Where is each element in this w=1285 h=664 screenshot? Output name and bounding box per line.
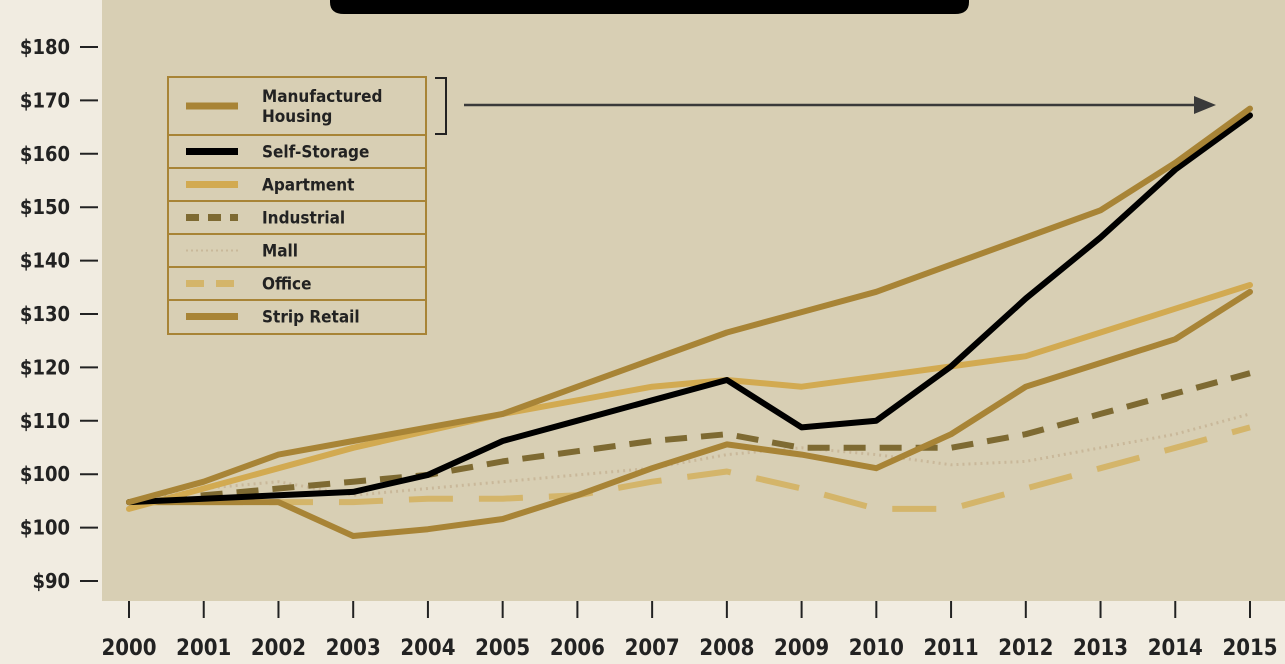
y-tick-label: $130 <box>20 302 70 326</box>
legend-bracket <box>435 77 447 135</box>
arrow-head <box>1194 96 1216 114</box>
legend-label: Apartment <box>262 176 354 196</box>
y-tick-label: $90 <box>32 569 70 593</box>
y-tick-label: $100 <box>20 516 70 540</box>
x-tick-label: 2011 <box>924 636 979 661</box>
x-axis: 2000 2001 2002 2003 2004 2005 2006 2007 2008 2009… <box>101 601 1278 661</box>
legend-label: Office <box>262 275 312 295</box>
series-lines <box>126 105 1253 539</box>
x-tick-label: 2006 <box>550 636 605 661</box>
legend-label: Industrial <box>262 209 345 229</box>
series-line-industrial <box>128 370 1251 506</box>
y-tick-label: $160 <box>20 142 70 166</box>
x-tick-label: 2009 <box>774 636 829 661</box>
legend-frame <box>167 76 427 335</box>
x-tick-label: 2007 <box>625 636 680 661</box>
series-line-strip-retail <box>126 288 1253 539</box>
series-line-manufactured-housing <box>126 105 1253 506</box>
y-tick-label: $150 <box>20 195 70 219</box>
series-line-self-storage <box>126 112 1253 506</box>
legend-label: Mall <box>262 242 298 262</box>
y-axis: $180 $170 $160 $150 $140 $130 $120 $110 $100 $100… <box>20 35 98 593</box>
y-tick-label: $180 <box>20 35 70 59</box>
x-tick-label: 2012 <box>998 636 1053 661</box>
series-line-apartment <box>126 282 1253 512</box>
x-tick-label: 2013 <box>1073 636 1128 661</box>
x-tick-label: 2014 <box>1148 636 1203 661</box>
legend-label: Strip Retail <box>262 308 360 328</box>
legend-label: Self-Storage <box>262 143 369 163</box>
x-tick-label: 2002 <box>251 636 306 661</box>
y-tick-label: $120 <box>20 355 70 379</box>
x-tick-label: 2003 <box>326 636 381 661</box>
title-box <box>330 0 969 14</box>
x-tick-label: 2001 <box>176 636 231 661</box>
x-tick-label: 2010 <box>849 636 904 661</box>
y-tick-label: $140 <box>20 249 70 273</box>
legend-label: Manufactured Housing <box>262 87 382 127</box>
x-tick-label: 2005 <box>475 636 530 661</box>
x-tick-label: 2015 <box>1222 636 1277 661</box>
series-line-office <box>129 424 1251 512</box>
y-tick-label: $170 <box>20 88 70 112</box>
x-tick-label: 2004 <box>400 636 455 661</box>
y-tick-label: $100 <box>20 462 70 486</box>
y-tick-label: $110 <box>20 409 70 433</box>
x-tick-label: 2008 <box>699 636 754 661</box>
series-line-mall <box>128 412 1251 504</box>
x-tick-label: 2000 <box>101 636 156 661</box>
legend: Manufactured Housing Self-Storage Apartment… <box>167 76 427 335</box>
